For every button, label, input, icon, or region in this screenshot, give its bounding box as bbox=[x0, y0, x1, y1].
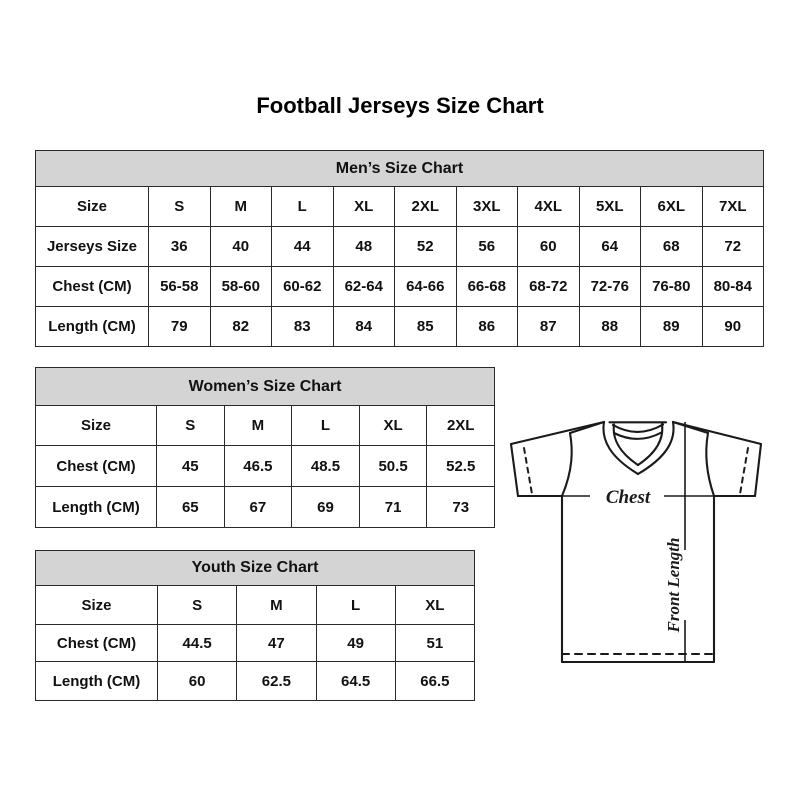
svg-text:Front Length: Front Length bbox=[664, 538, 683, 634]
svg-text:Chest: Chest bbox=[606, 487, 651, 508]
